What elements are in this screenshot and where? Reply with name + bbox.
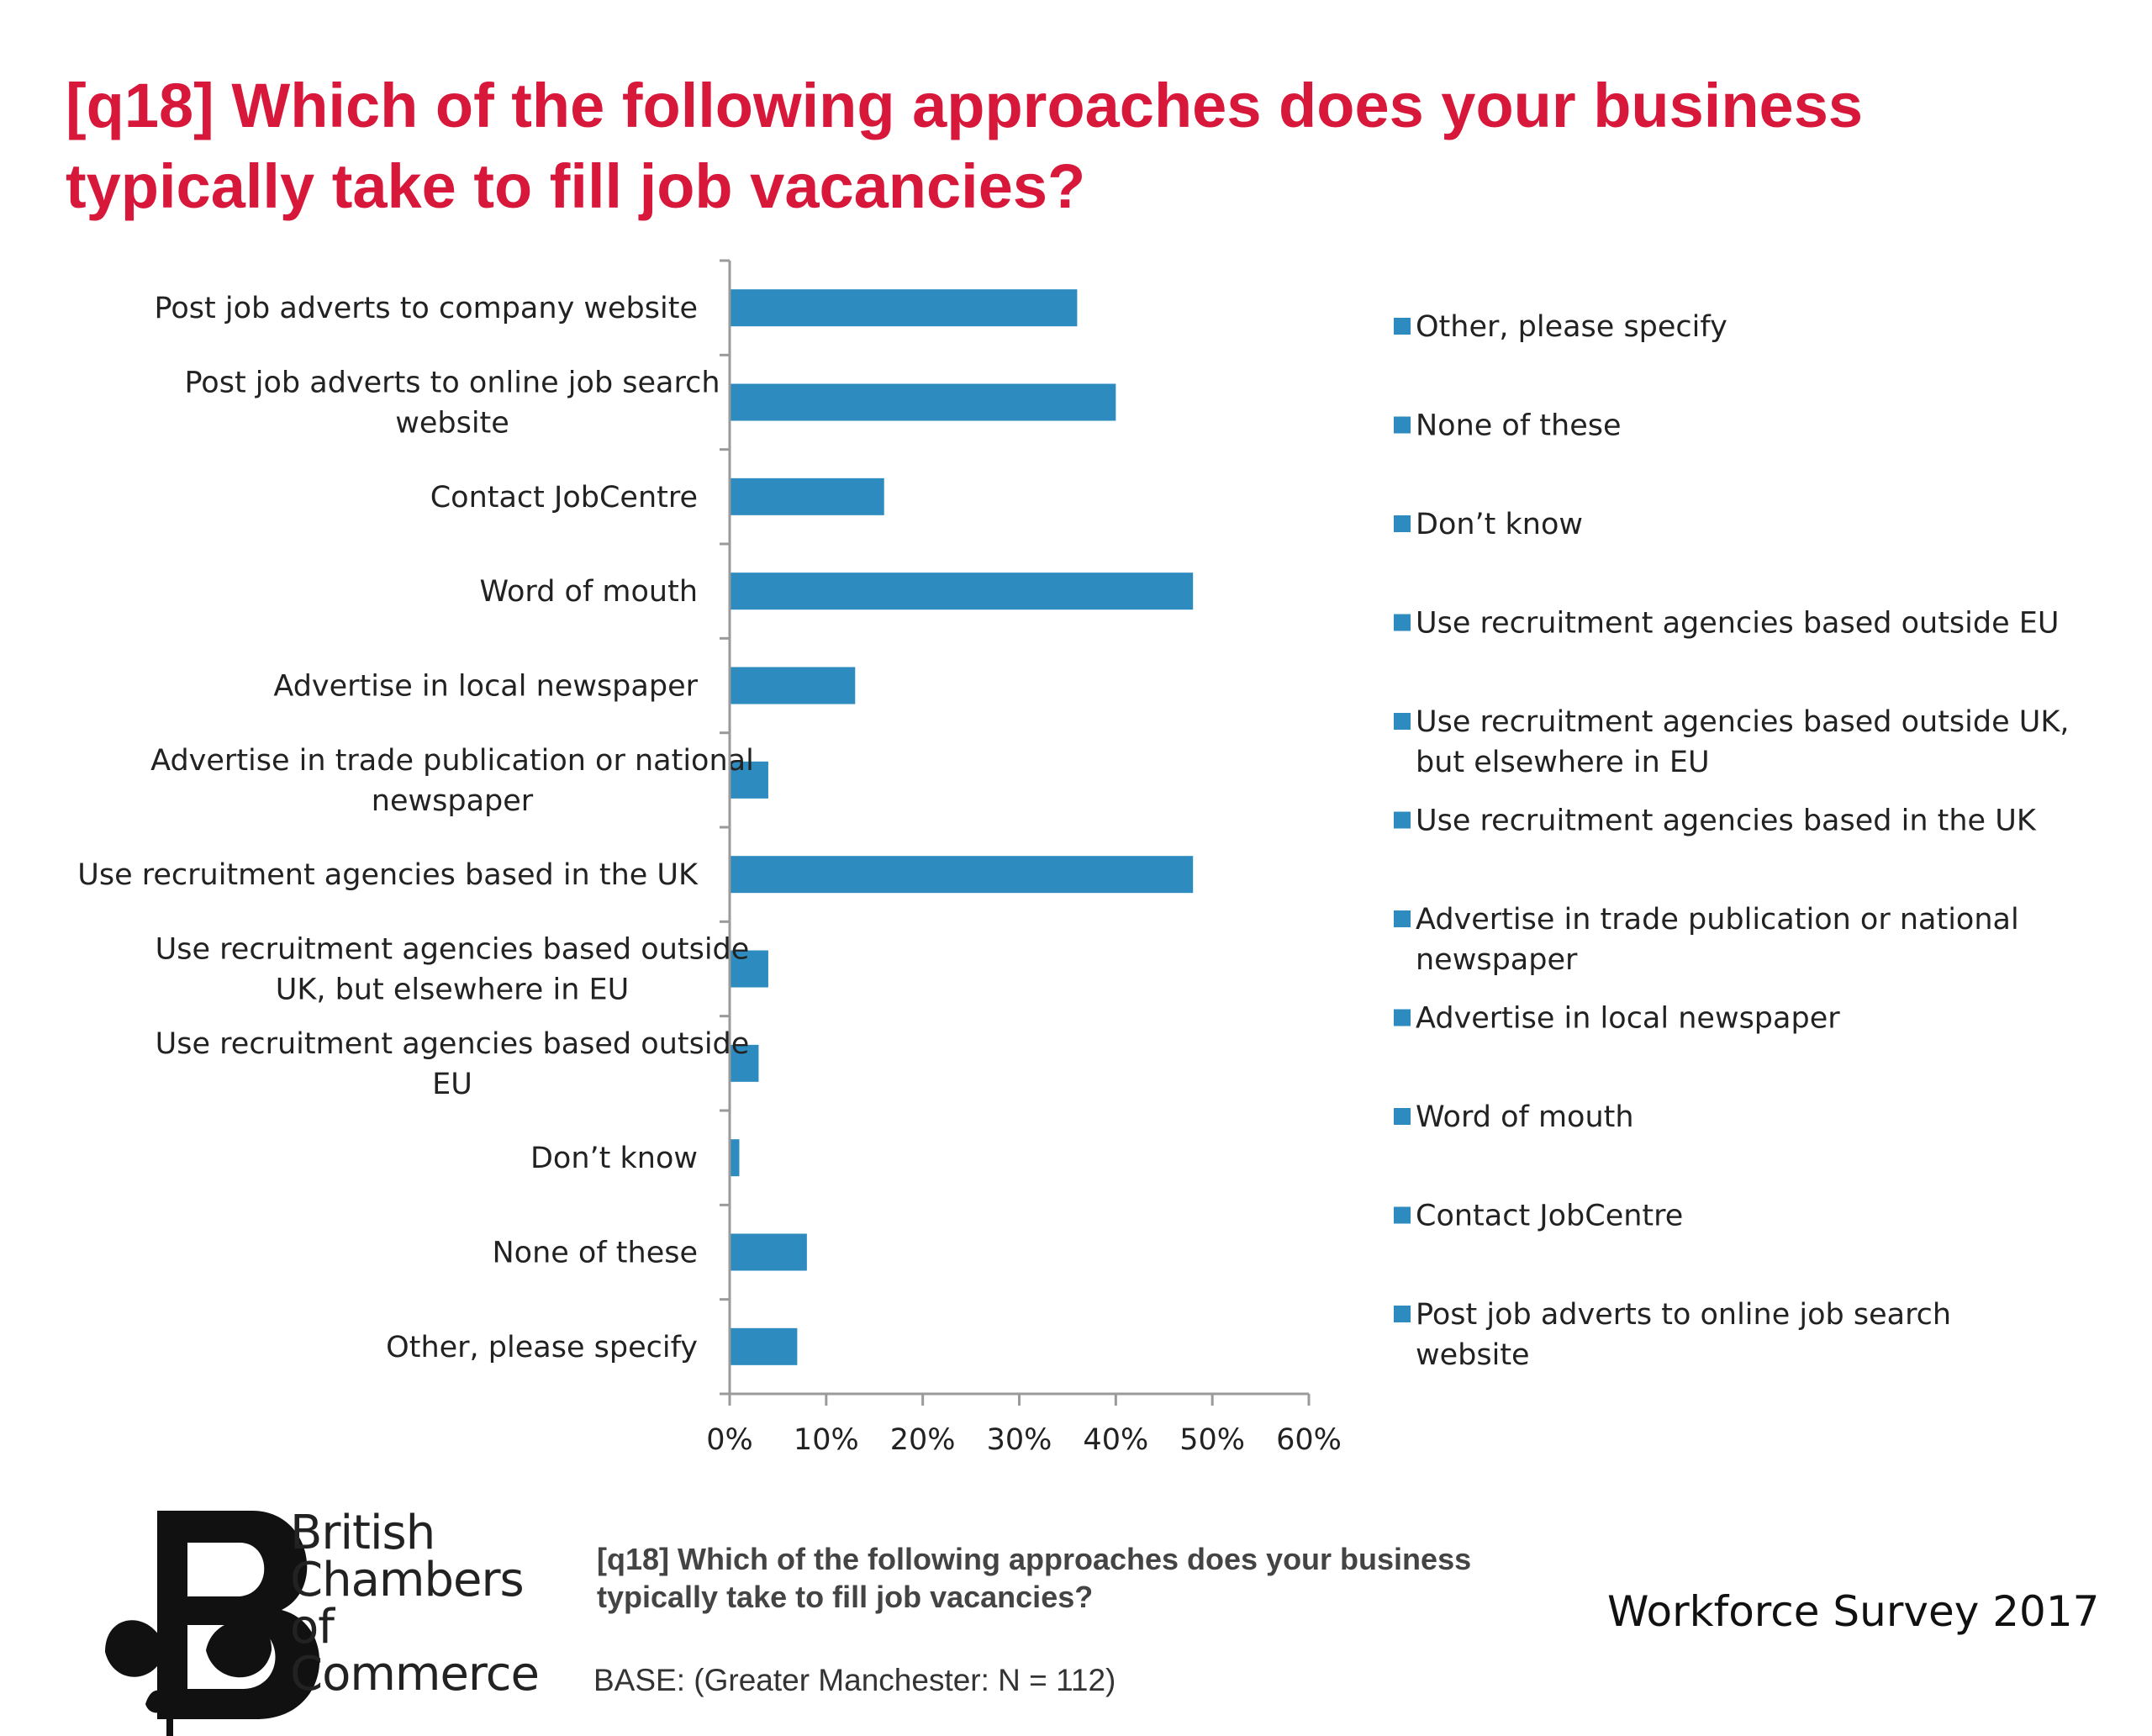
- bar: [730, 1044, 759, 1082]
- legend-label: Use recruitment agencies based outside E…: [1416, 607, 2060, 641]
- bar: [730, 1233, 807, 1271]
- legend-label: website: [1416, 1338, 1530, 1372]
- category-label: Post job adverts to company website: [154, 292, 698, 325]
- legend-label: Use recruitment agencies based outside U…: [1416, 705, 2069, 739]
- category-label: None of these: [492, 1237, 698, 1270]
- category-label: Word of mouth: [479, 575, 698, 609]
- bar: [730, 1139, 740, 1177]
- logo-line-1: British: [290, 1506, 435, 1560]
- category-label: Advertise in trade publication or nation…: [150, 744, 754, 778]
- chart-legend: Other, please specify None of these Don’t …: [1394, 310, 2069, 1372]
- bar: [730, 950, 768, 988]
- x-tick-label: 50%: [1179, 1423, 1245, 1457]
- category-label: UK, but elsewhere in EU: [276, 974, 629, 1007]
- bar: [730, 761, 768, 799]
- legend-swatch: [1394, 811, 1411, 829]
- bar-chart: Post job adverts to company website Post …: [77, 259, 2069, 1457]
- legend-label: Don’t know: [1416, 508, 1583, 541]
- bcc-logo-wordmark: British Chambers of Commerce: [290, 1510, 576, 1698]
- x-tick-label: 60%: [1276, 1423, 1342, 1457]
- legend-label: newspaper: [1416, 943, 1578, 977]
- bar: [730, 573, 1194, 610]
- legend-swatch: [1394, 713, 1411, 730]
- category-label: website: [395, 407, 509, 441]
- legend-swatch: [1394, 910, 1411, 927]
- bar: [730, 1327, 798, 1365]
- category-label: Use recruitment agencies based outside: [156, 933, 750, 967]
- legend-swatch: [1394, 1108, 1411, 1125]
- x-tick-label: 20%: [890, 1423, 956, 1457]
- legend-swatch: [1394, 416, 1411, 434]
- legend-swatch: [1394, 614, 1411, 631]
- bar: [730, 383, 1116, 421]
- x-tick-label: 0%: [706, 1423, 753, 1457]
- bar: [730, 289, 1078, 327]
- category-label: newspaper: [372, 784, 534, 818]
- legend-swatch: [1394, 318, 1411, 335]
- legend-label: Advertise in local newspaper: [1416, 1002, 1840, 1036]
- legend-swatch: [1394, 1206, 1411, 1224]
- legend-swatch: [1394, 1306, 1411, 1322]
- logo-line-2: Chambers of: [290, 1553, 525, 1654]
- bcc-logo-icon: [105, 1511, 320, 1736]
- legend-swatch: [1394, 1009, 1411, 1026]
- legend-label: Use recruitment agencies based in the UK: [1416, 805, 2037, 838]
- category-label: Don’t know: [530, 1142, 698, 1175]
- x-tick-label: 40%: [1083, 1423, 1148, 1457]
- x-tick-label: 30%: [987, 1423, 1052, 1457]
- legend-swatch: [1394, 515, 1411, 532]
- category-label: Use recruitment agencies based in the UK: [77, 858, 699, 892]
- legend-label: Post job adverts to online job search: [1416, 1298, 1951, 1332]
- category-label: Other, please specify: [386, 1331, 698, 1364]
- category-label: Advertise in local newspaper: [273, 670, 698, 704]
- survey-name: Workforce Survey 2017: [1607, 1587, 2100, 1636]
- category-label: EU: [432, 1068, 472, 1101]
- legend-label: Word of mouth: [1416, 1100, 1634, 1134]
- category-label: Contact JobCentre: [430, 481, 698, 514]
- footer-question: [q18] Which of the following approaches …: [597, 1542, 1472, 1614]
- x-tick-label: 10%: [794, 1423, 859, 1457]
- legend-label: Contact JobCentre: [1416, 1200, 1683, 1233]
- category-label: Post job adverts to online job search: [184, 367, 720, 400]
- legend-label: Other, please specify: [1416, 310, 1727, 344]
- legend-label: but elsewhere in EU: [1416, 746, 1710, 779]
- plot-area: Post job adverts to company website Post …: [77, 259, 1342, 1457]
- category-label: Use recruitment agencies based outside: [156, 1027, 750, 1061]
- bar: [730, 667, 856, 704]
- legend-label: Advertise in trade publication or nation…: [1416, 903, 2019, 937]
- page-title: [q18] Which of the following approaches …: [66, 71, 1864, 221]
- legend-label: None of these: [1416, 409, 1622, 443]
- footer-base: BASE: (Greater Manchester: N = 112): [593, 1663, 1116, 1697]
- bar: [730, 478, 884, 515]
- bar: [730, 856, 1194, 894]
- logo-line-3: Commerce: [290, 1647, 540, 1702]
